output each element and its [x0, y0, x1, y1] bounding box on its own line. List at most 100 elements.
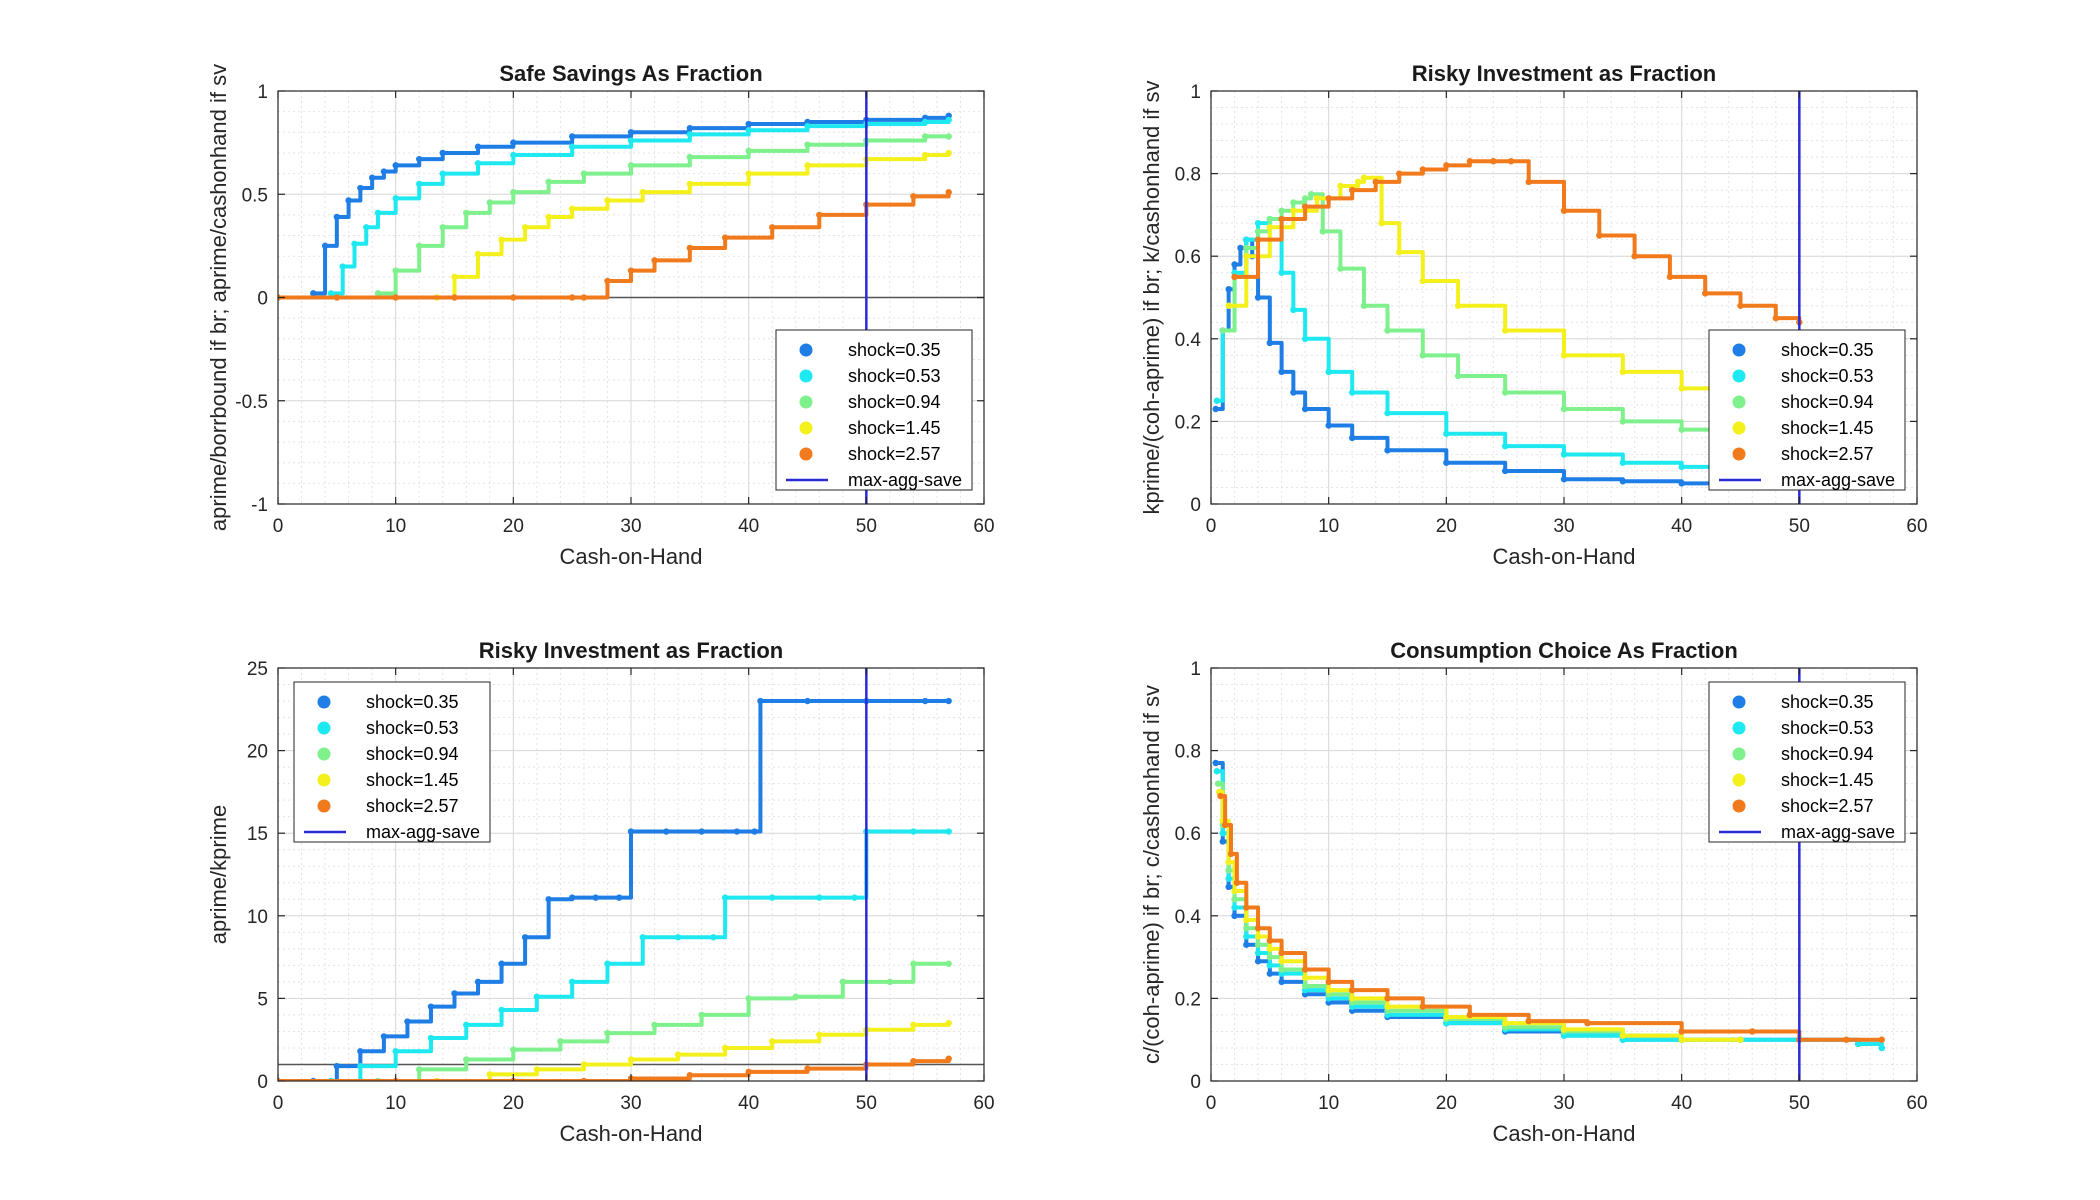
data-point — [474, 250, 482, 258]
data-point — [1466, 158, 1474, 165]
data-point — [1619, 478, 1627, 485]
data-point — [1237, 244, 1244, 252]
chart-panel-1: 0 10 20 30 40 50 60 -1 -0.5 0 0.5 1 Safe Savings As … — [206, 61, 995, 569]
data-point — [639, 934, 646, 941]
data-point — [945, 1019, 952, 1027]
data-point — [816, 894, 823, 901]
data-point — [1225, 286, 1232, 293]
data-point — [1278, 978, 1285, 986]
data-point — [1278, 269, 1285, 276]
data-point — [1219, 838, 1226, 845]
data-point — [745, 127, 752, 134]
data-point — [392, 294, 399, 301]
data-point — [1360, 174, 1368, 181]
data-point — [1213, 397, 1221, 404]
legend-marker — [317, 695, 331, 709]
data-point — [627, 137, 635, 144]
data-point — [1266, 224, 1274, 231]
data-point — [521, 224, 529, 231]
legend-entry: shock=0.94 — [848, 392, 941, 412]
data-point — [1737, 1036, 1744, 1043]
data-point — [474, 978, 482, 986]
data-point — [1560, 207, 1568, 214]
data-point — [910, 1057, 917, 1065]
data-point — [851, 894, 858, 901]
data-point — [1619, 1032, 1627, 1039]
data-point — [463, 1056, 470, 1063]
x-tick-label: 50 — [856, 1093, 877, 1114]
data-point — [1560, 1026, 1568, 1033]
data-point — [357, 1048, 364, 1055]
legend-marker — [1732, 421, 1746, 435]
data-point — [1319, 228, 1326, 235]
data-point — [1419, 166, 1427, 173]
data-point — [416, 155, 423, 163]
data-point — [674, 1051, 682, 1058]
x-tick-label: 50 — [1789, 516, 1810, 537]
data-point — [439, 149, 446, 157]
data-point — [721, 234, 729, 241]
x-axis-label: Cash-on-Hand — [559, 1121, 702, 1146]
legend-entry: shock=0.35 — [366, 692, 459, 712]
data-point — [1337, 182, 1344, 190]
data-point — [1214, 780, 1222, 787]
y-tick-label: 0 — [1190, 495, 1201, 516]
x-tick-label: 10 — [385, 516, 406, 537]
data-point — [568, 978, 576, 986]
data-point — [451, 990, 458, 997]
x-tick-label: 10 — [385, 1093, 406, 1114]
y-tick-label: 1 — [257, 82, 268, 103]
data-point — [427, 1003, 435, 1010]
data-point — [1290, 389, 1297, 396]
data-point — [1384, 995, 1391, 1002]
data-point — [1560, 405, 1568, 413]
data-point — [604, 960, 611, 967]
data-point — [474, 143, 482, 150]
data-point — [374, 209, 382, 217]
data-point — [627, 828, 635, 835]
data-point — [910, 828, 917, 835]
data-point — [392, 267, 399, 274]
data-point — [1231, 912, 1238, 919]
data-point — [1466, 1011, 1474, 1019]
legend-marker — [317, 721, 331, 735]
legend-entry: shock=0.94 — [1781, 392, 1874, 412]
data-point — [1384, 447, 1391, 454]
data-point — [651, 1021, 658, 1029]
data-point — [498, 960, 505, 967]
data-point — [627, 267, 635, 274]
data-point — [1266, 945, 1274, 953]
data-point — [1231, 896, 1238, 903]
chart-panel-2: 0 10 20 30 40 50 60 0 0.2 0.4 0.6 0.8 1 Risky Investm… — [1139, 61, 1928, 569]
x-tick-label: 60 — [1906, 516, 1927, 537]
x-tick-label: 30 — [1553, 516, 1574, 537]
data-point — [1454, 302, 1462, 309]
series-group — [1212, 759, 1885, 1052]
data-point — [416, 1066, 423, 1073]
data-point — [392, 1048, 399, 1055]
chart-title: Consumption Choice As Fraction — [1390, 638, 1738, 663]
data-point — [910, 193, 917, 200]
x-tick-label: 10 — [1318, 1093, 1339, 1114]
y-tick-label: 0.2 — [1175, 989, 1201, 1010]
data-point — [945, 697, 952, 705]
legend-marker — [1732, 799, 1746, 813]
data-point — [733, 828, 741, 835]
data-point — [1443, 430, 1450, 437]
y-tick-label: 0 — [257, 289, 268, 310]
legend-box — [293, 681, 491, 843]
data-point — [1325, 422, 1332, 429]
data-point — [686, 244, 694, 252]
series-line — [328, 117, 951, 296]
data-point — [804, 697, 811, 705]
data-point — [1266, 937, 1274, 944]
legend: shock=0.35 shock=0.53 shock=0.94 shock=1.45… — [1708, 681, 1906, 843]
legend-marker — [317, 799, 331, 813]
data-point — [1384, 409, 1391, 417]
legend-entry: shock=0.35 — [1781, 692, 1874, 712]
legend-entry: shock=1.45 — [1781, 770, 1874, 790]
y-axis-label: aprime/borrbound if br; aprime/cashonhan… — [206, 64, 231, 531]
y-tick-label: 0.4 — [1175, 907, 1202, 928]
data-point — [1854, 1040, 1862, 1048]
data-point — [1231, 904, 1238, 911]
